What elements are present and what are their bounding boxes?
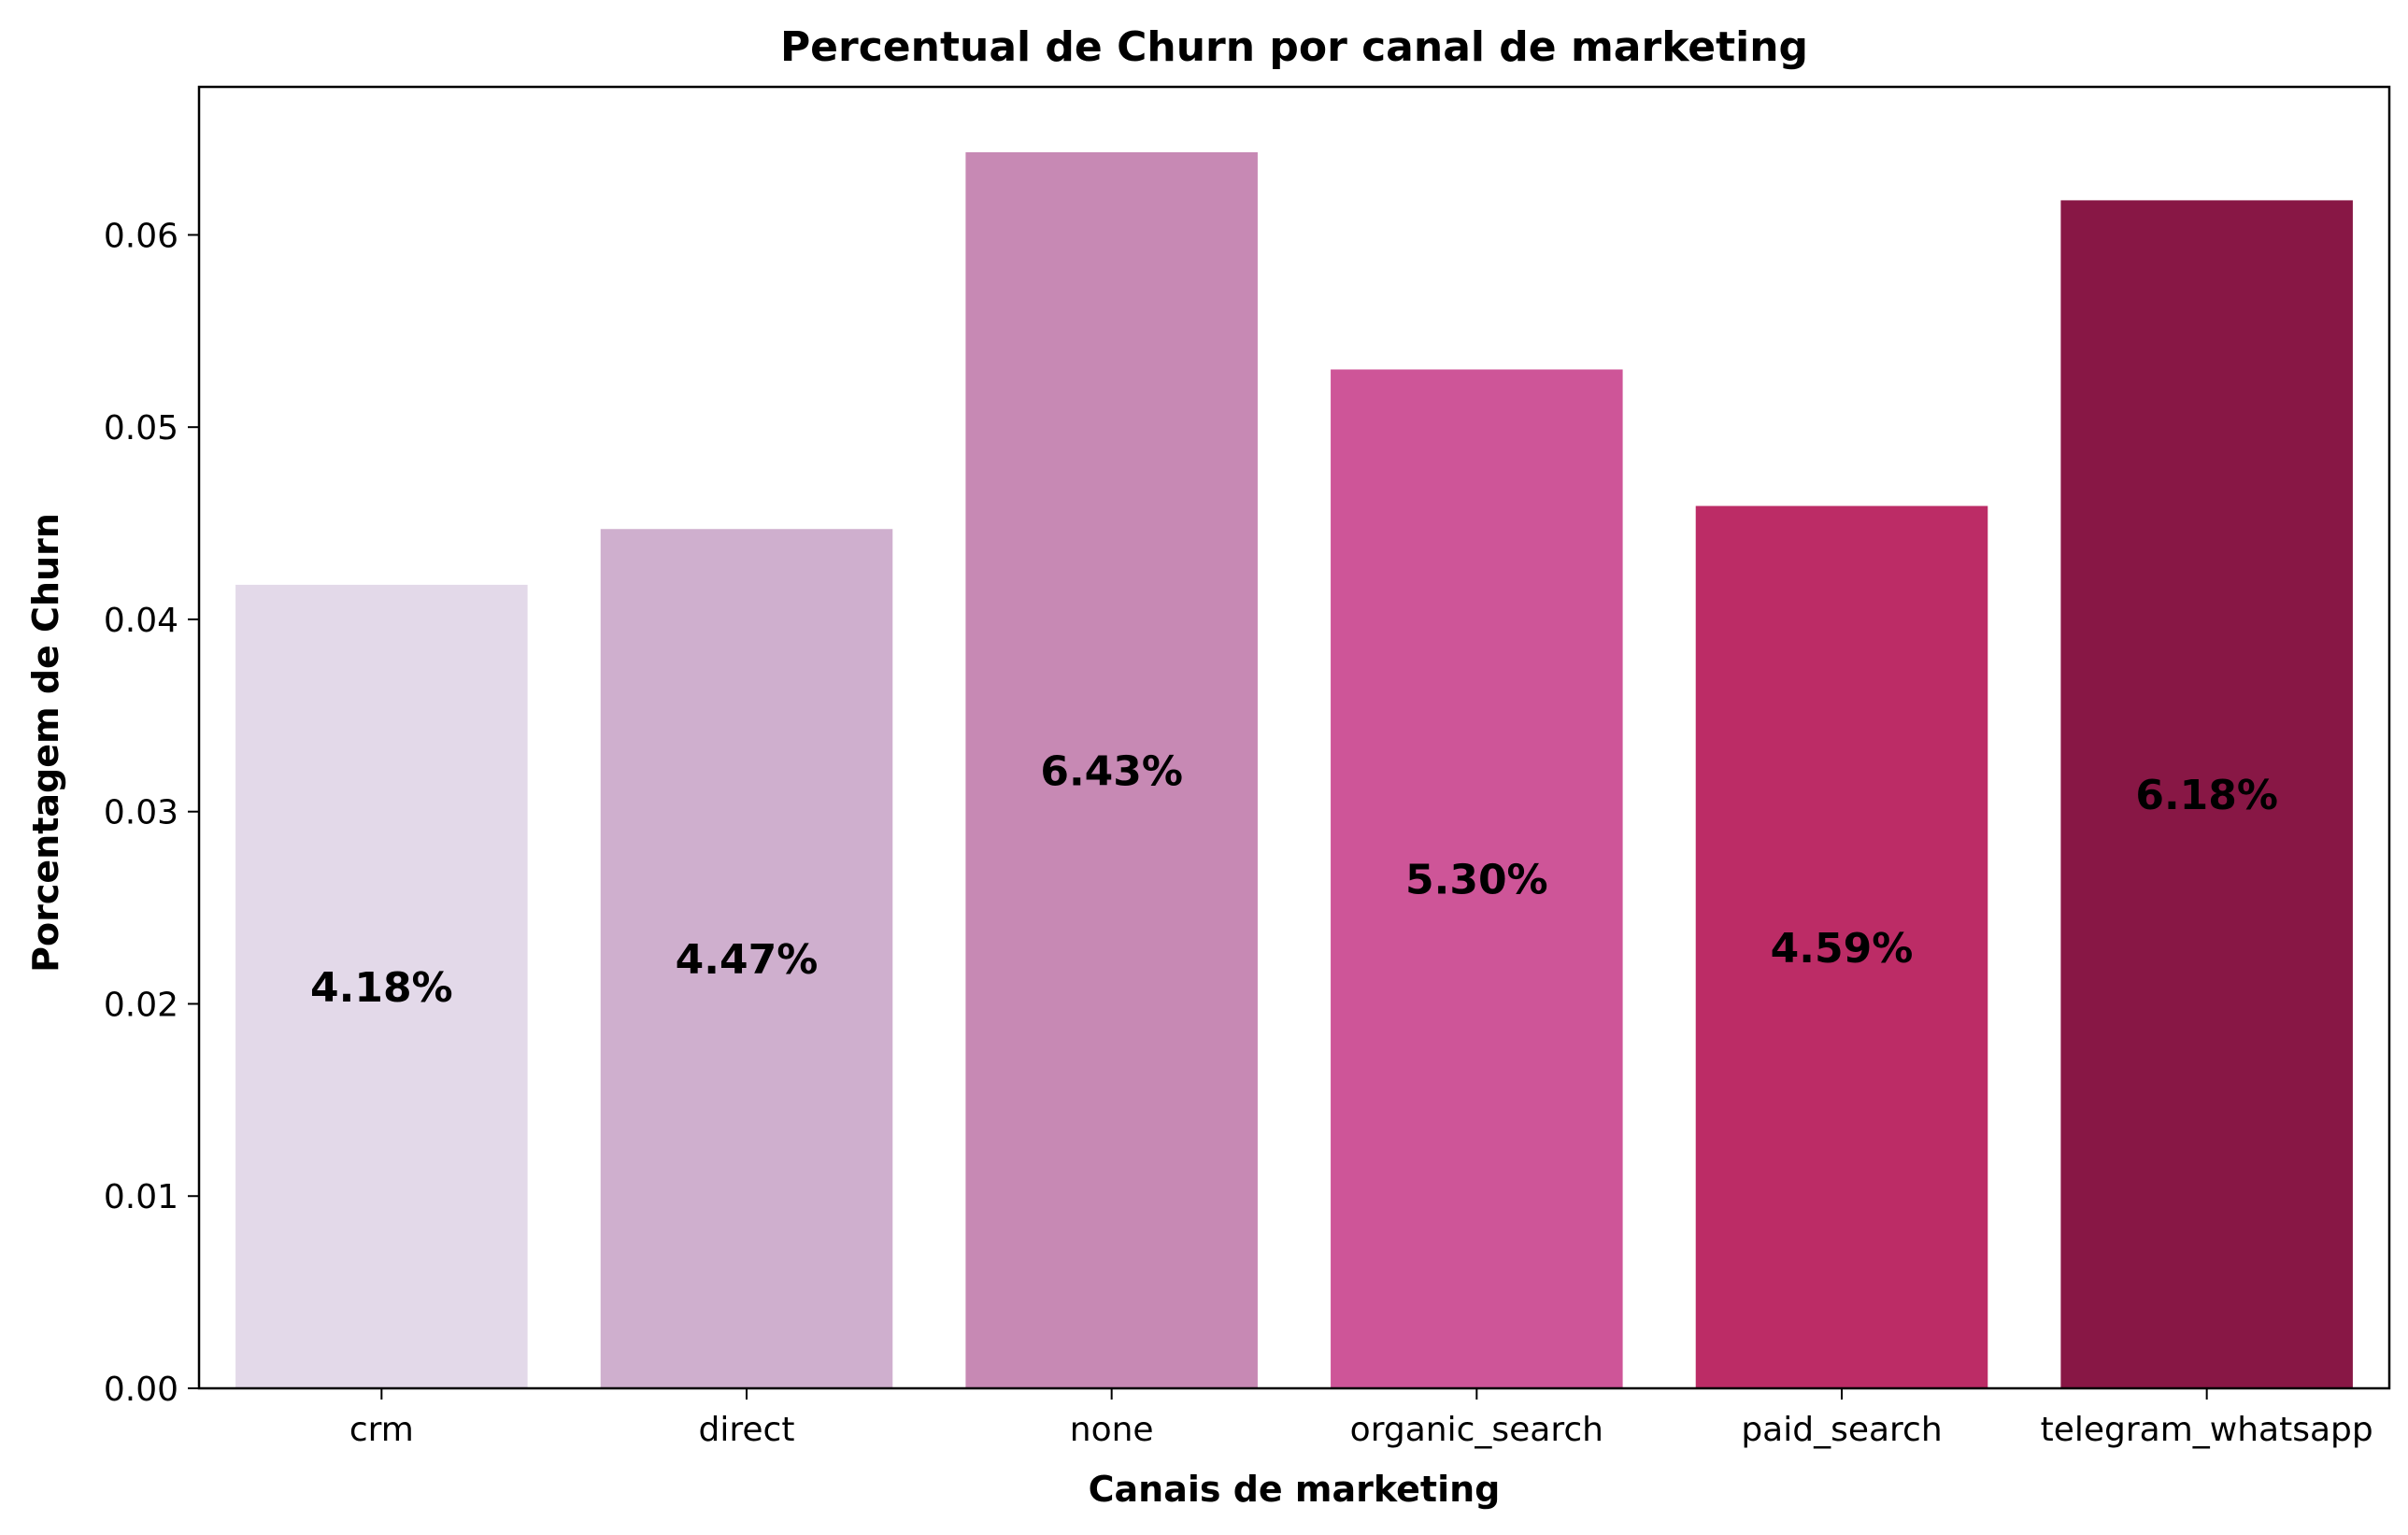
y-tick-label: 0.01	[104, 1178, 178, 1216]
axes-layer: crm direct none organic_search paid_search te…	[104, 85, 2391, 1449]
bar-direct	[600, 529, 893, 1388]
y-tick-label: 0.02	[104, 986, 178, 1024]
bar-telegram-whatsapp	[2060, 200, 2353, 1389]
data-label-telegram-whatsapp: 6.18%	[2135, 772, 2278, 819]
y-tick-label: 0.03	[104, 794, 178, 832]
data-labels-layer: 4.18% 4.47% 6.43% 5.30% 4.59% 6.18%	[310, 747, 2278, 1011]
x-tick-label-organic-search: organic_search	[1350, 1411, 1603, 1449]
x-tick-label-telegram-whatsapp: telegram_whatsapp	[2041, 1411, 2373, 1449]
x-tick-label-crm: crm	[349, 1411, 414, 1449]
x-tick-label-direct: direct	[699, 1411, 795, 1449]
bars-layer	[235, 151, 2353, 1389]
data-label-direct: 4.47%	[676, 936, 819, 984]
x-tick-label-none: none	[1070, 1411, 1154, 1449]
data-label-none: 6.43%	[1040, 747, 1183, 795]
data-label-organic-search: 5.30%	[1405, 857, 1548, 904]
y-tick-label: 0.06	[104, 217, 178, 255]
bar-none	[965, 151, 1258, 1389]
chart-title: Percentual de Churn por canal de marketi…	[780, 23, 1808, 71]
bar-crm	[235, 584, 528, 1388]
y-tick-label: 0.04	[104, 602, 178, 640]
plot-frame	[197, 85, 2391, 1390]
x-axis-label: Canais de marketing	[1089, 1469, 1501, 1510]
data-label-crm: 4.18%	[310, 964, 453, 1012]
bar-organic-search	[1331, 369, 1623, 1388]
bar-paid-search	[1695, 505, 1988, 1388]
y-axis-label: Porcentagem de Churn	[25, 513, 66, 973]
data-label-paid-search: 4.59%	[1771, 925, 1914, 973]
x-tick-label-paid-search: paid_search	[1741, 1411, 1942, 1449]
y-tick-label: 0.00	[104, 1371, 178, 1409]
y-tick-label: 0.05	[104, 409, 178, 448]
